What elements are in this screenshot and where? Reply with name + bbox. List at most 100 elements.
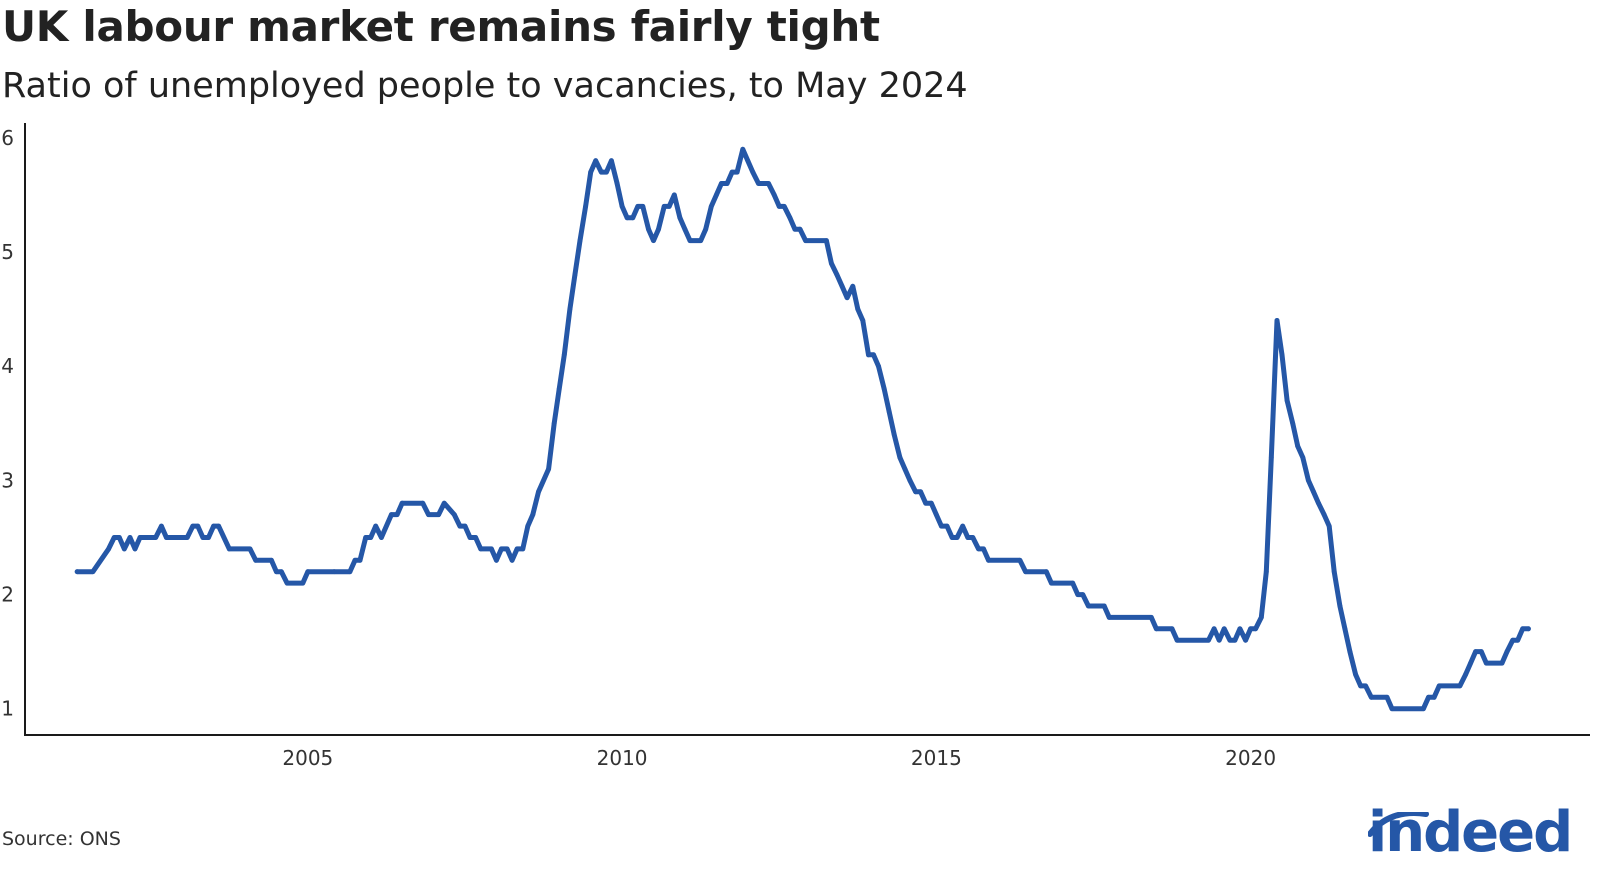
data-point: [913, 489, 918, 495]
data-point: [944, 523, 950, 529]
data-point: [1263, 569, 1269, 575]
data-point: [457, 523, 463, 529]
data-point: [1306, 478, 1311, 483]
data-point: [572, 272, 578, 278]
data-point: [965, 535, 971, 540]
data-point: [1389, 706, 1395, 712]
data-point: [247, 546, 253, 552]
data-point: [598, 169, 604, 175]
data-point: [184, 535, 190, 540]
data-point: [1101, 603, 1107, 609]
data-point: [1148, 615, 1154, 620]
data-point: [1080, 592, 1086, 597]
data-point: [121, 546, 127, 552]
data-point: [1337, 603, 1343, 609]
data-point: [881, 386, 887, 392]
data-point: [797, 226, 803, 232]
data-point: [687, 238, 693, 244]
data-point: [651, 238, 656, 244]
data-point: [111, 535, 117, 540]
data-point: [1326, 523, 1332, 529]
data-point: [462, 523, 468, 529]
data-point: [619, 204, 625, 209]
data-point: [509, 557, 515, 563]
data-point: [829, 261, 834, 266]
data-point: [792, 226, 798, 232]
data-point: [1075, 592, 1081, 597]
data-point: [886, 409, 892, 415]
data-point: [1043, 569, 1049, 575]
data-point: [1258, 615, 1264, 620]
data-point: [839, 283, 845, 289]
data-point: [834, 272, 840, 278]
data-point: [661, 204, 667, 209]
data-point: [671, 192, 677, 198]
data-point: [106, 546, 111, 552]
data-point: [933, 512, 939, 517]
data-point: [960, 523, 966, 529]
data-point: [363, 535, 369, 540]
data-point: [734, 169, 740, 175]
logo-arc-icon: [1368, 812, 1429, 837]
data-point: [551, 420, 557, 426]
data-point: [976, 546, 981, 552]
data-point: [357, 557, 363, 563]
data-point: [546, 466, 551, 472]
data-point: [781, 204, 787, 209]
data-point: [577, 238, 583, 244]
data-point: [305, 569, 311, 575]
data-point: [451, 512, 457, 517]
data-point: [399, 500, 405, 506]
data-point: [855, 306, 861, 312]
data-point: [729, 169, 735, 175]
data-point: [803, 238, 808, 244]
data-point: [379, 535, 384, 540]
data-point: [1358, 683, 1363, 689]
data-point: [902, 466, 908, 472]
data-point: [190, 523, 196, 529]
data-point: [514, 546, 520, 552]
logo-wordmark: indeed: [1368, 800, 1573, 865]
series-line: [74, 146, 1531, 712]
data-point: [1342, 626, 1348, 632]
data-point: [478, 546, 484, 552]
data-point: [195, 523, 201, 529]
data-point: [1347, 649, 1353, 654]
data-point: [918, 489, 923, 495]
data-point: [970, 535, 976, 540]
data-point: [127, 535, 133, 540]
data-point: [907, 478, 913, 483]
data-point: [1206, 637, 1211, 643]
data-point: [1520, 626, 1526, 632]
data-point: [1243, 637, 1248, 643]
data-point: [923, 500, 929, 506]
data-point: [750, 169, 756, 175]
data-point: [745, 158, 751, 164]
data-point: [714, 192, 719, 198]
data-point: [467, 535, 473, 540]
data-point: [954, 535, 960, 540]
data-point: [561, 352, 567, 358]
data-point: [132, 546, 138, 552]
data-point: [1211, 626, 1217, 632]
y-tick-label: 6: [1, 126, 14, 150]
data-point: [211, 523, 217, 529]
data-point: [1353, 672, 1358, 677]
data-point: [556, 386, 562, 392]
data-point: [1086, 603, 1091, 609]
data-point: [567, 306, 573, 312]
y-tick-label: 5: [1, 240, 14, 264]
x-axis-tick-labels: 2005 2010 2015 2020: [282, 746, 1276, 770]
data-point: [656, 226, 661, 232]
data-point: [698, 238, 704, 244]
data-point: [347, 569, 353, 575]
data-point: [1237, 626, 1243, 632]
data-point: [860, 318, 866, 323]
data-point: [771, 192, 777, 198]
data-point: [1268, 455, 1274, 460]
data-point: [1311, 489, 1316, 495]
data-point: [352, 557, 358, 563]
data-points: [74, 146, 1531, 712]
data-point: [1284, 398, 1290, 403]
data-point: [624, 215, 630, 221]
